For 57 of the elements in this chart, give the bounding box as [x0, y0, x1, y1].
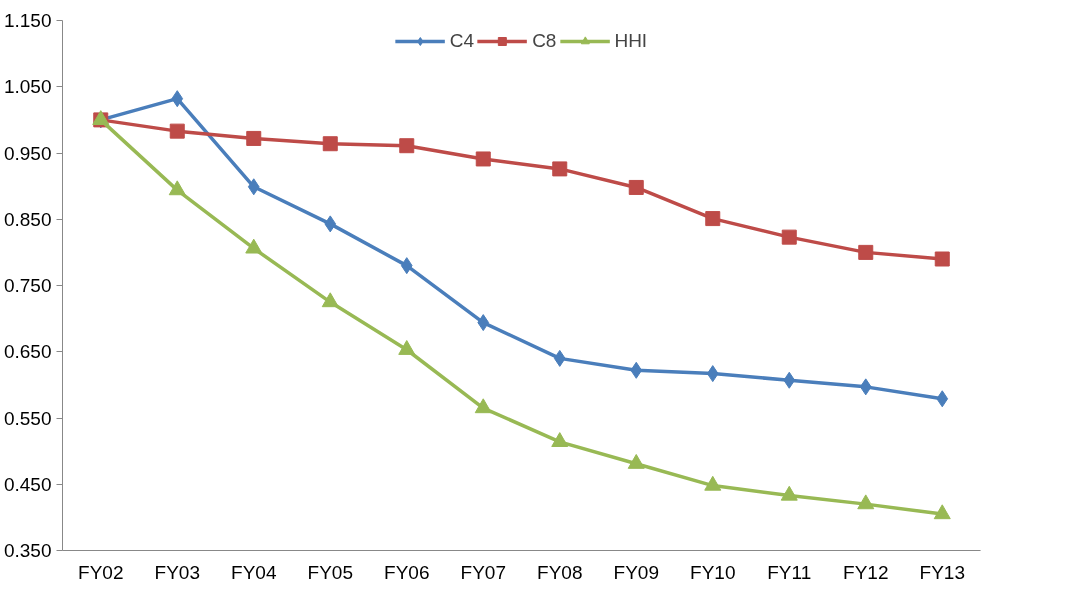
x-tick-label: FY04 — [231, 561, 277, 583]
point — [628, 179, 644, 195]
point — [322, 136, 338, 152]
x-tick-label: FY02 — [78, 561, 124, 583]
x-tick-label: FY09 — [613, 561, 659, 583]
x-tick-label: FY10 — [690, 561, 736, 583]
x-tick-label: FY03 — [154, 561, 200, 583]
point — [171, 90, 184, 108]
x-tick-label: FY13 — [919, 561, 965, 583]
x-tick-label: FY11 — [767, 561, 812, 583]
point — [627, 453, 645, 469]
x-tick-label: FY08 — [537, 561, 583, 583]
point — [477, 314, 490, 332]
point — [324, 215, 337, 233]
point — [247, 178, 260, 196]
point — [704, 475, 722, 491]
y-tick-label: 1.150 — [3, 10, 52, 31]
point — [936, 390, 949, 408]
point — [475, 151, 491, 167]
point — [321, 292, 339, 308]
point — [400, 257, 413, 275]
y-tick-label: 0.650 — [3, 341, 52, 363]
legend-label: C4 — [449, 30, 475, 52]
point — [245, 238, 263, 254]
point — [933, 504, 951, 520]
legend-label: HHI — [614, 30, 648, 52]
point — [474, 398, 492, 414]
y-tick-label: 0.850 — [3, 208, 52, 230]
x-tick-label: FY05 — [307, 561, 353, 583]
legend-label: C8 — [532, 30, 557, 52]
point — [168, 180, 186, 196]
point — [858, 244, 874, 260]
point — [169, 123, 185, 139]
point — [934, 251, 950, 267]
point — [859, 378, 872, 396]
point — [246, 130, 262, 146]
y-tick-label: 0.950 — [3, 142, 52, 164]
point — [399, 138, 415, 154]
point — [781, 229, 797, 245]
point — [780, 485, 798, 501]
point — [705, 211, 721, 227]
point — [783, 371, 796, 389]
point — [551, 432, 569, 447]
point — [630, 361, 643, 379]
point — [398, 340, 416, 355]
y-tick-label: 0.350 — [3, 540, 52, 561]
y-tick-label: 1.050 — [3, 76, 52, 98]
x-tick-label: FY12 — [843, 561, 889, 583]
y-tick-label: 0.750 — [3, 275, 52, 296]
point — [552, 161, 568, 177]
x-tick-label: FY07 — [460, 561, 506, 583]
y-tick-label: 0.450 — [3, 473, 52, 495]
point — [857, 494, 875, 510]
point — [706, 365, 719, 383]
x-tick-label: FY06 — [384, 561, 430, 583]
y-tick-label: 0.550 — [3, 407, 52, 429]
point — [553, 349, 566, 367]
